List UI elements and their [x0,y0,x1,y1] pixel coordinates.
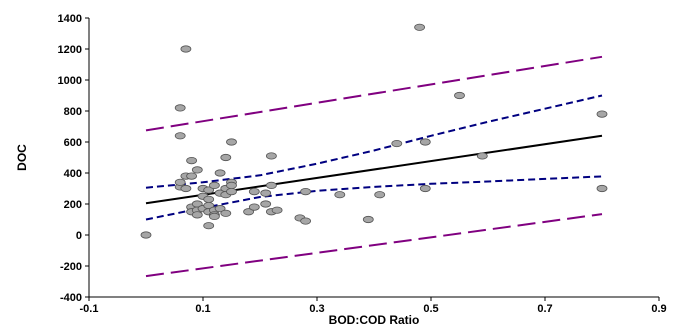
prediction-interval-upper [145,55,603,132]
data-point [362,215,374,224]
data-point [180,184,192,193]
data-point [174,104,186,112]
confidence-interval-lower [145,175,603,221]
y-axis-title: DOC [15,144,29,171]
data-point [214,205,226,213]
data-point [220,209,232,217]
data-point [191,166,203,174]
data-point [271,206,283,214]
data-point [374,191,386,199]
data-point [265,152,277,160]
data-points [140,23,608,239]
data-point [203,195,215,203]
data-point [208,181,220,189]
data-point [596,110,608,118]
y-tick-label: 800 [64,106,82,118]
data-point [220,153,232,162]
x-tick-label: 0.5 [423,303,438,315]
interval-bands [145,55,603,278]
data-point [596,184,608,193]
y-tick-label: 200 [64,199,82,211]
y-tick-label: 1000 [58,75,82,87]
data-point [248,203,260,211]
data-point [208,212,220,220]
data-point [191,211,203,219]
data-point [248,188,260,196]
y-tick-label: 1400 [58,13,82,25]
data-point [265,181,277,189]
data-point [300,217,312,225]
y-tick-label: 400 [64,168,82,180]
regression-group [145,134,603,205]
y-tick-label: 1200 [58,44,82,56]
data-point [226,138,237,146]
data-point [243,208,255,216]
y-tick-label: -400 [60,292,82,304]
data-point [334,191,346,199]
data-point [203,222,215,230]
y-axis-ticks: -400 -200 0 200 400 600 800 1000 1200 1400 [58,13,89,304]
x-axis-ticks: -0.1 0.1 0.3 0.5 0.7 0.9 [80,297,667,315]
data-point [476,152,488,160]
x-tick-label: 0.1 [195,303,210,315]
x-tick-label: 0.7 [537,303,552,315]
data-point [186,157,198,165]
data-point [391,139,403,148]
regression-line [145,134,603,205]
data-point [226,188,237,196]
x-tick-label: 0.3 [309,303,324,315]
y-tick-label: 600 [64,137,82,149]
y-tick-label: 0 [76,230,82,242]
data-point [419,184,431,193]
x-axis-title: BOD:COD Ratio [329,313,420,325]
data-point [174,132,186,140]
confidence-interval-upper [145,94,603,189]
data-point [180,45,192,53]
data-point [419,138,431,146]
data-point [300,188,312,196]
data-point [203,186,215,194]
x-tick-label: -0.1 [80,303,99,315]
data-point [186,172,198,180]
data-point [454,91,465,100]
data-point [414,23,426,31]
prediction-interval-lower [145,213,603,278]
data-point [226,181,237,189]
data-point [140,231,152,239]
x-tick-label: 0.9 [651,303,666,315]
data-point [260,200,272,208]
data-point [260,189,272,197]
y-tick-label: -200 [60,261,82,273]
data-point [214,169,226,177]
data-point [174,178,186,186]
